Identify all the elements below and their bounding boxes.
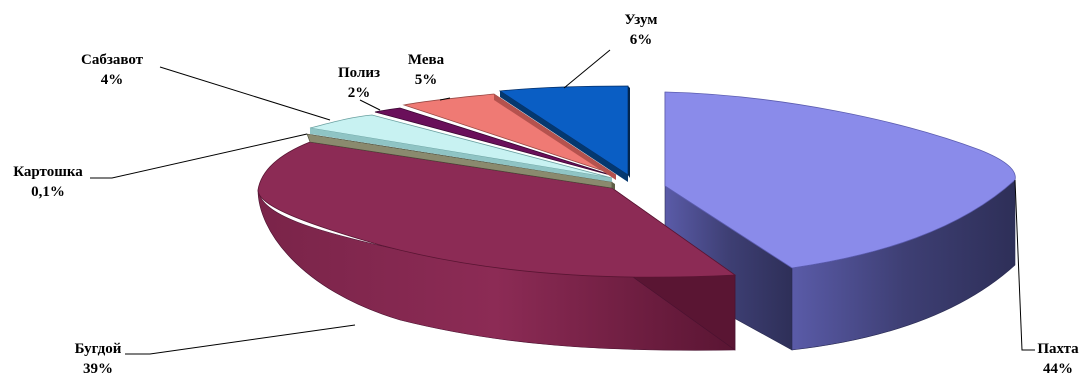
- slice-side-meva: [494, 94, 616, 180]
- slice-sabzavot: [309, 114, 613, 179]
- slice-pakhta: [664, 91, 1016, 269]
- leader-meva: [439, 97, 451, 101]
- slice-value-bugdoy: 39%: [83, 361, 113, 377]
- slice-side-uzum: [500, 91, 628, 182]
- leader-poliz: [359, 99, 381, 111]
- slice-label-pakhta: Пахта: [1037, 341, 1079, 357]
- label-kartoshka: Картошка 0,1%: [13, 164, 83, 200]
- slice-meva: [402, 93, 617, 176]
- slice-label-meva: Мева: [408, 52, 445, 68]
- slice-value-poliz: 2%: [348, 85, 371, 101]
- slice-value-uzum: 6%: [630, 32, 653, 48]
- leader-uzum: [563, 49, 611, 89]
- slice-label-sabzavot: Сабзавот: [81, 52, 144, 68]
- slice-value-kartoshka: 0,1%: [31, 184, 65, 200]
- leader-sabzavot: [159, 66, 331, 121]
- label-sabzavot: Сабзавот 4%: [81, 52, 144, 88]
- label-poliz: Полиз 2%: [338, 65, 380, 101]
- slice-value-meva: 5%: [415, 72, 438, 88]
- slice-label-kartoshka: Картошка: [13, 164, 83, 180]
- slice-side-uzum-right: [628, 86, 630, 178]
- label-bugdoy: Бугдой 39%: [75, 341, 122, 377]
- leader-pakhta: [1014, 179, 1035, 351]
- slice-poliz: [374, 107, 615, 177]
- slice-side-sabzavot: [310, 128, 612, 182]
- slice-value-pakhta: 44%: [1043, 361, 1073, 377]
- slice-label-bugdoy: Бугдой: [75, 341, 122, 357]
- label-pakhta: Пахта 44%: [1037, 341, 1079, 377]
- slice-label-uzum: Узум: [624, 12, 657, 28]
- label-meva: Мева 5%: [408, 52, 445, 88]
- leader-kartoshka: [90, 133, 308, 179]
- slice-bugdoy: [257, 141, 737, 278]
- slice-value-sabzavot: 4%: [101, 72, 124, 88]
- leader-bugdoy: [125, 324, 356, 355]
- slice-label-poliz: Полиз: [338, 65, 380, 81]
- label-uzum: Узум 6%: [624, 12, 657, 48]
- slice-uzum: [498, 85, 629, 176]
- slice-side-kartoshka: [612, 182, 615, 190]
